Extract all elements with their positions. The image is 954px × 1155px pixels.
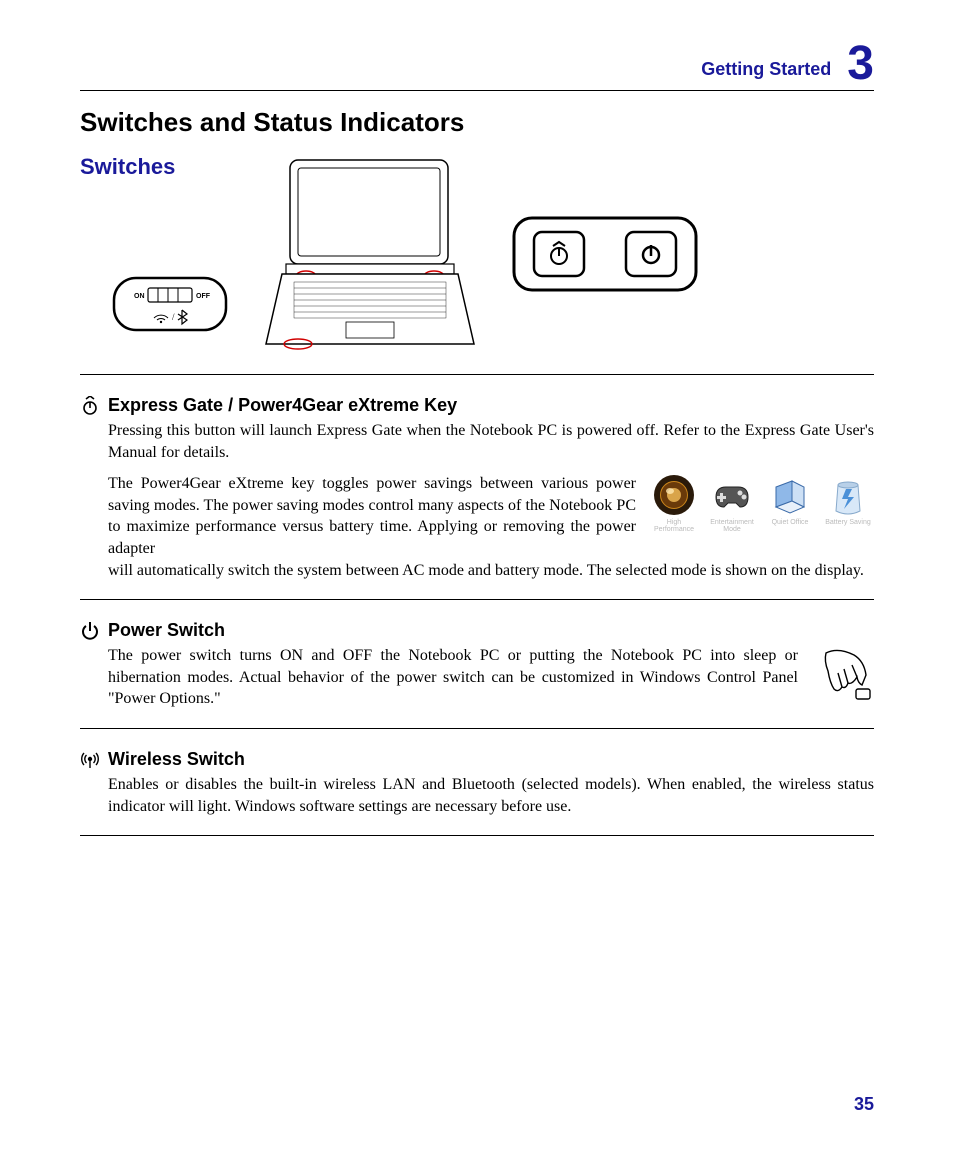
on-label: ON: [134, 293, 145, 300]
laptop-diagram: [250, 154, 490, 354]
power-mode-icons: High Performance Entertainment Mode Quie…: [648, 473, 874, 533]
button-panel-diagram: [510, 214, 700, 299]
power-switch-title: Power Switch: [108, 620, 225, 641]
chapter-number: 3: [847, 40, 874, 88]
p4g-para-bottom: will automatically switch the system bet…: [108, 560, 874, 582]
express-gate-icon: [80, 396, 100, 416]
mode-label-hp: High Performance: [648, 519, 700, 533]
express-gate-subsection: Express Gate / Power4Gear eXtreme Key Pr…: [80, 395, 874, 600]
switches-section-title: Switches: [80, 154, 200, 180]
off-label: OFF: [196, 293, 211, 300]
wireless-switch-title: Wireless Switch: [108, 749, 245, 770]
power-icon: [80, 621, 100, 641]
entertainment-mode-icon: [710, 473, 754, 517]
wireless-switch-diagram: ON OFF /: [110, 274, 230, 339]
switches-figure-row: Switches ON OFF /: [80, 154, 874, 375]
quiet-office-icon: [768, 473, 812, 517]
mode-label-qo: Quiet Office: [764, 519, 816, 526]
page-number: 35: [854, 1094, 874, 1115]
hand-press-icon: [814, 645, 874, 705]
express-para1: Pressing this button will launch Express…: [108, 420, 874, 463]
chapter-title: Getting Started: [701, 59, 831, 80]
power-switch-para: The power switch turns ON and OFF the No…: [108, 645, 798, 710]
mode-label-ent: Entertainment Mode: [706, 519, 758, 533]
wireless-switch-para: Enables or disables the built-in wireles…: [108, 774, 874, 817]
power-switch-subsection: Power Switch The power switch turns ON a…: [80, 620, 874, 729]
antenna-icon: [80, 749, 100, 769]
p4g-para-left: The Power4Gear eXtreme key toggles power…: [108, 473, 636, 559]
chapter-header: Getting Started 3: [80, 40, 874, 91]
battery-saving-icon: [826, 473, 870, 517]
high-performance-icon: [652, 473, 696, 517]
page-title: Switches and Status Indicators: [80, 107, 874, 138]
express-gate-title: Express Gate / Power4Gear eXtreme Key: [108, 395, 457, 416]
mode-label-bs: Battery Saving: [822, 519, 874, 526]
wireless-switch-subsection: Wireless Switch Enables or disables the …: [80, 749, 874, 836]
